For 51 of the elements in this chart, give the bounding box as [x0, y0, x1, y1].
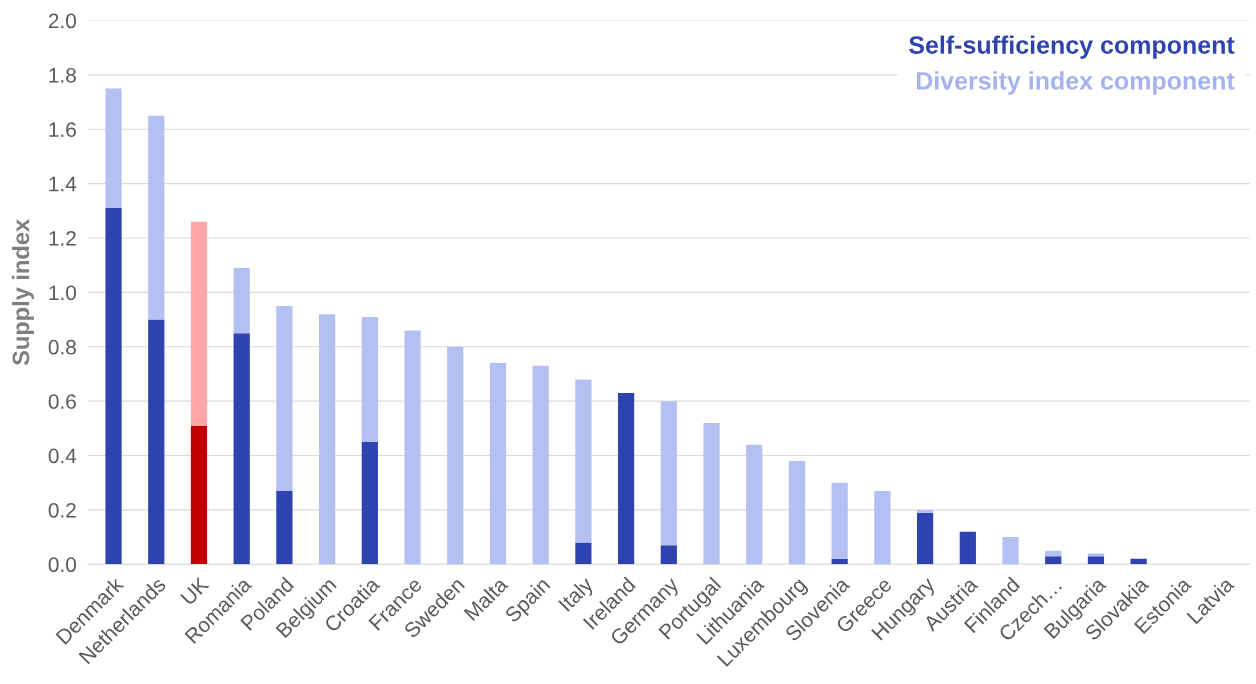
bar — [105, 88, 122, 209]
bar — [1045, 556, 1062, 565]
bar — [190, 221, 208, 426]
bar — [788, 460, 806, 565]
bar — [617, 393, 635, 565]
y-tick-label: 1.0 — [49, 285, 76, 301]
bar — [233, 333, 250, 565]
bar — [148, 319, 165, 565]
bar — [575, 379, 592, 543]
bar — [916, 509, 934, 513]
bar — [874, 490, 891, 565]
text: Self-sufficiency component — [909, 35, 1235, 59]
bar — [489, 363, 507, 565]
y-tick-label: 2.0 — [48, 13, 76, 29]
bar — [1087, 553, 1105, 557]
y-tick-label: 1.2 — [49, 231, 76, 246]
y-tick-label: 0.4 — [48, 448, 77, 464]
bar — [660, 545, 677, 565]
y-tick-label: 0.2 — [48, 502, 76, 518]
bar — [276, 490, 293, 565]
bar — [361, 316, 378, 442]
bar — [703, 422, 720, 565]
bar — [404, 330, 421, 565]
bar — [831, 558, 848, 565]
y-tick-label: 0.8 — [48, 339, 76, 355]
bar — [575, 542, 592, 565]
bar — [148, 115, 165, 320]
y-axis-title: Supply index — [11, 219, 34, 366]
y-tick-label: 0.6 — [48, 394, 76, 409]
bar — [916, 512, 934, 565]
text: Diversity index component — [916, 71, 1235, 95]
bar — [319, 314, 336, 565]
bar — [831, 482, 848, 559]
bar — [105, 208, 122, 565]
bar — [190, 425, 208, 565]
bar — [532, 365, 549, 565]
bar — [1087, 556, 1105, 565]
bar — [447, 346, 464, 565]
bar — [746, 444, 763, 565]
y-tick-label: 1.6 — [49, 122, 76, 138]
y-tick-label: 0.0 — [48, 557, 76, 573]
y-tick-label: 1.8 — [49, 67, 76, 83]
bar — [1002, 537, 1019, 565]
y-tick-label: 1.4 — [49, 176, 77, 192]
bar — [361, 441, 378, 565]
bar — [959, 531, 976, 565]
bar — [276, 306, 293, 491]
bar — [233, 267, 250, 334]
bar — [1130, 558, 1147, 565]
bar — [660, 401, 677, 546]
bar — [1045, 550, 1062, 557]
